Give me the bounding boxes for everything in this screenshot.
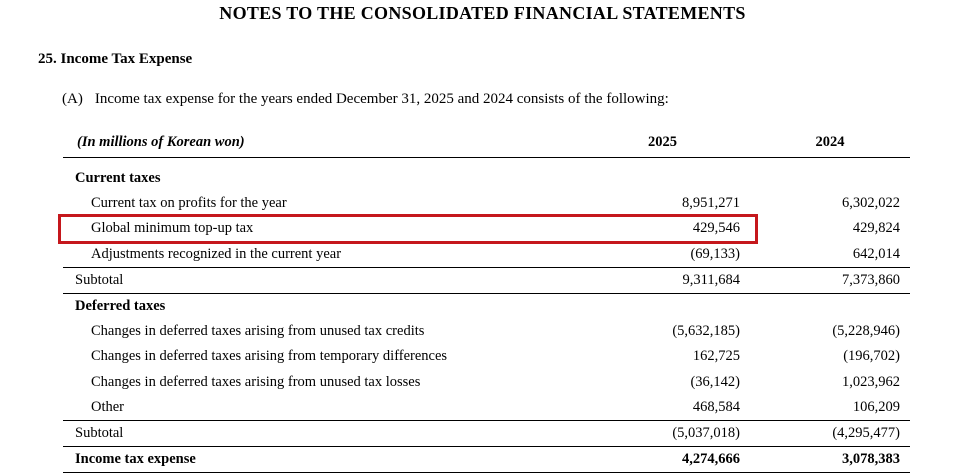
table-row-highlighted: Global minimum top-up tax 429,546 429,82…: [58, 214, 910, 244]
table-row-subtotal-deferred: Subtotal (5,037,018) (4,295,477): [63, 419, 910, 448]
row-label: Changes in deferred taxes arising from u…: [91, 323, 425, 340]
cell-2024: 7,373,860: [842, 271, 900, 288]
cell-2024: (5,228,946): [832, 323, 900, 340]
section-heading: 25. Income Tax Expense: [38, 51, 193, 67]
cell-2025: (69,133): [690, 245, 740, 262]
cell-2024: 3,078,383: [842, 451, 900, 468]
cell-2025: 9,311,684: [682, 271, 740, 288]
row-label: Other: [91, 398, 125, 415]
cell-2025: 8,951,271: [682, 195, 740, 212]
cell-2024: 642,014: [852, 245, 900, 262]
row-label: Current taxes: [75, 170, 161, 187]
table-row-current-taxes: Current taxes: [63, 166, 910, 191]
row-label: Global minimum top-up tax: [91, 220, 254, 237]
cell-2024: 1,023,962: [842, 373, 900, 390]
row-label: Current tax on profits for the year: [91, 195, 287, 212]
row-label: Income tax expense: [75, 451, 196, 468]
intro-marker: (A): [62, 91, 83, 107]
cell-2024: (196,702): [843, 348, 900, 365]
cell-2025: 468,584: [692, 398, 740, 415]
col-header-2024: 2024: [815, 133, 845, 150]
table-row: Other 468,584 106,209: [63, 395, 910, 420]
intro-sentence: Income tax expense for the years ended D…: [94, 91, 669, 107]
table-row: Current tax on profits for the year 8,95…: [63, 191, 910, 216]
cell-2025: 429,546: [692, 220, 740, 237]
table-row: Changes in deferred taxes arising from t…: [63, 344, 910, 369]
row-label: Subtotal: [75, 424, 124, 441]
cell-2025: (36,142): [690, 373, 740, 390]
row-label: Adjustments recognized in the current ye…: [91, 245, 342, 262]
cell-2025: (5,037,018): [672, 424, 740, 441]
table-row: Changes in deferred taxes arising from u…: [63, 370, 910, 395]
table-row: Changes in deferred taxes arising from u…: [63, 319, 910, 344]
financial-table: (In millions of Korean won) 2025 2024 Cu…: [58, 127, 910, 473]
row-label: Subtotal: [75, 271, 124, 288]
cell-2024: 106,209: [852, 398, 900, 415]
row-label: Deferred taxes: [75, 298, 166, 315]
row-label: Changes in deferred taxes arising from t…: [91, 348, 448, 365]
cell-2025: 162,725: [692, 348, 740, 365]
table-row: Adjustments recognized in the current ye…: [63, 242, 910, 267]
table-row-deferred-taxes: Deferred taxes: [63, 294, 910, 319]
cell-2024: 429,824: [852, 220, 900, 237]
intro-text: (A) Income tax expense for the years ende…: [62, 91, 965, 108]
table-header-row: (In millions of Korean won) 2025 2024: [63, 127, 910, 158]
table-row-subtotal-current: Subtotal 9,311,684 7,373,860: [63, 266, 910, 294]
cell-2025: 4,274,666: [682, 451, 740, 468]
page-title: NOTES TO THE CONSOLIDATED FINANCIAL STAT…: [219, 3, 746, 23]
cell-2024: 6,302,022: [842, 195, 900, 212]
unit-label: (In millions of Korean won): [77, 133, 245, 150]
col-header-2025: 2025: [648, 133, 677, 150]
cell-2025: (5,632,185): [672, 323, 740, 340]
table-row-income-tax-expense: Income tax expense 4,274,666 3,078,383: [63, 447, 910, 472]
row-label: Changes in deferred taxes arising from u…: [91, 373, 421, 390]
cell-2024: (4,295,477): [832, 424, 900, 441]
